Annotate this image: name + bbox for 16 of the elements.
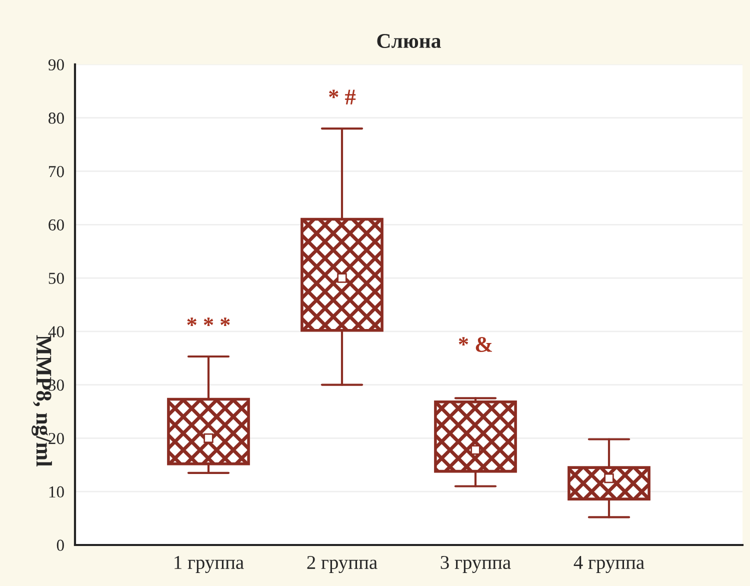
y-tick-label: 50 <box>48 272 64 284</box>
y-tick-label: 70 <box>49 166 64 178</box>
x-tick-label: 3 группа <box>440 556 511 574</box>
annotation: * * * <box>187 318 230 326</box>
y-tick-label: 10 <box>49 486 64 498</box>
annotation: * & <box>458 336 492 352</box>
y-tick-label: 60 <box>48 219 64 231</box>
y-tick-label: 40 <box>48 326 64 338</box>
y-tick-label: 90 <box>48 59 64 70</box>
x-tick-label: 2 группа <box>307 556 378 574</box>
y-tick-label: 0 <box>56 540 64 551</box>
x-tick-label: 4 группа <box>574 556 644 574</box>
y-tick-label: 80 <box>48 112 64 124</box>
x-tick-label: 1 группа <box>174 556 244 574</box>
chart-title: Слюна <box>377 34 441 48</box>
annotation: * # <box>329 90 356 104</box>
